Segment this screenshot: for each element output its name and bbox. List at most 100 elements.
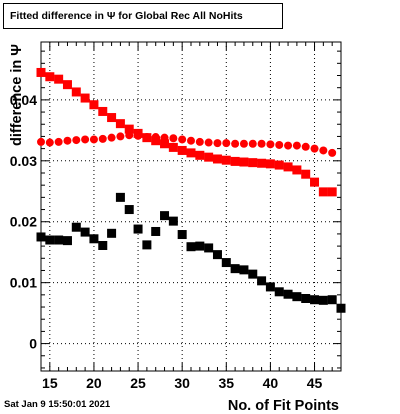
data-point xyxy=(124,124,134,134)
data-point xyxy=(62,236,72,246)
data-point xyxy=(160,211,170,221)
data-point xyxy=(327,295,337,305)
data-point xyxy=(62,80,72,90)
data-point xyxy=(168,142,178,152)
data-point xyxy=(230,264,240,274)
data-point xyxy=(327,187,337,197)
y-tick-label: 0.03 xyxy=(10,153,37,169)
data-point xyxy=(45,235,55,245)
data-point xyxy=(195,150,205,160)
data-point xyxy=(142,133,151,142)
x-tick-label: 30 xyxy=(174,375,190,391)
series-2 xyxy=(36,192,346,313)
data-point xyxy=(36,232,46,242)
data-point xyxy=(178,135,187,144)
data-point xyxy=(80,93,90,103)
data-point xyxy=(310,177,320,187)
data-point xyxy=(292,292,302,302)
data-point xyxy=(283,162,293,172)
data-point xyxy=(319,146,328,155)
data-point xyxy=(177,230,187,240)
data-point xyxy=(124,205,134,215)
data-point xyxy=(71,87,81,97)
series-1 xyxy=(37,131,337,157)
data-point xyxy=(89,234,99,244)
data-point xyxy=(151,226,161,236)
series-0 xyxy=(36,67,337,197)
data-point xyxy=(169,134,178,143)
data-point xyxy=(186,148,196,158)
data-point xyxy=(133,224,143,234)
data-point xyxy=(265,282,275,292)
data-point xyxy=(204,243,214,253)
x-tick-label: 45 xyxy=(307,375,323,391)
data-point xyxy=(292,141,301,150)
data-point xyxy=(160,133,169,142)
data-point xyxy=(54,235,64,245)
data-point xyxy=(168,216,178,226)
data-point xyxy=(187,136,195,145)
data-point xyxy=(116,132,125,141)
data-point xyxy=(231,139,240,148)
data-point xyxy=(284,141,293,150)
data-point xyxy=(292,165,302,175)
data-point xyxy=(266,140,275,149)
data-point xyxy=(98,134,107,143)
chart-title: Fitted difference in Ψ for Global Rec Al… xyxy=(3,3,283,29)
data-point xyxy=(257,276,267,286)
data-point xyxy=(142,240,152,250)
data-point xyxy=(274,287,284,297)
data-point xyxy=(71,222,81,232)
data-point xyxy=(115,119,125,129)
data-point xyxy=(72,136,81,145)
data-point xyxy=(275,140,284,149)
data-point xyxy=(134,131,143,140)
data-point xyxy=(204,138,213,147)
data-point xyxy=(186,242,196,252)
data-point xyxy=(204,152,214,162)
data-point xyxy=(115,192,125,202)
data-point xyxy=(195,241,205,251)
data-point xyxy=(54,74,64,84)
data-point xyxy=(36,67,46,77)
data-point xyxy=(248,269,258,279)
y-tick-label: 0.01 xyxy=(10,275,37,291)
data-point xyxy=(239,139,248,148)
data-point xyxy=(98,106,108,116)
x-axis-label: No. of Fit Points xyxy=(228,398,339,414)
data-point xyxy=(310,144,319,153)
data-point xyxy=(89,100,99,110)
data-point xyxy=(63,136,72,145)
data-point xyxy=(328,148,337,157)
data-point xyxy=(98,240,108,250)
data-point xyxy=(274,160,284,170)
data-point xyxy=(81,135,90,144)
x-tick-label: 25 xyxy=(130,375,146,391)
data-point xyxy=(80,227,90,237)
data-point xyxy=(212,154,222,164)
data-point xyxy=(54,137,63,146)
data-point xyxy=(177,145,187,155)
data-point xyxy=(239,265,249,275)
data-point xyxy=(107,113,117,123)
data-point xyxy=(151,133,160,142)
data-point xyxy=(301,142,310,151)
y-tick-label: 0 xyxy=(29,336,37,352)
data-point xyxy=(301,293,311,303)
data-point xyxy=(248,158,258,168)
data-point xyxy=(257,158,267,168)
data-point xyxy=(195,137,204,146)
data-point xyxy=(301,169,311,179)
plot-frame xyxy=(40,41,342,372)
data-point xyxy=(336,303,346,313)
data-point xyxy=(239,157,249,167)
data-point xyxy=(318,187,328,197)
x-tick-label: 40 xyxy=(263,375,279,391)
data-point xyxy=(257,139,266,148)
x-tick-label: 15 xyxy=(42,375,58,391)
data-point xyxy=(318,295,328,305)
data-point xyxy=(221,258,231,268)
data-point xyxy=(310,295,320,305)
data-point xyxy=(125,131,134,140)
data-point xyxy=(212,250,222,260)
